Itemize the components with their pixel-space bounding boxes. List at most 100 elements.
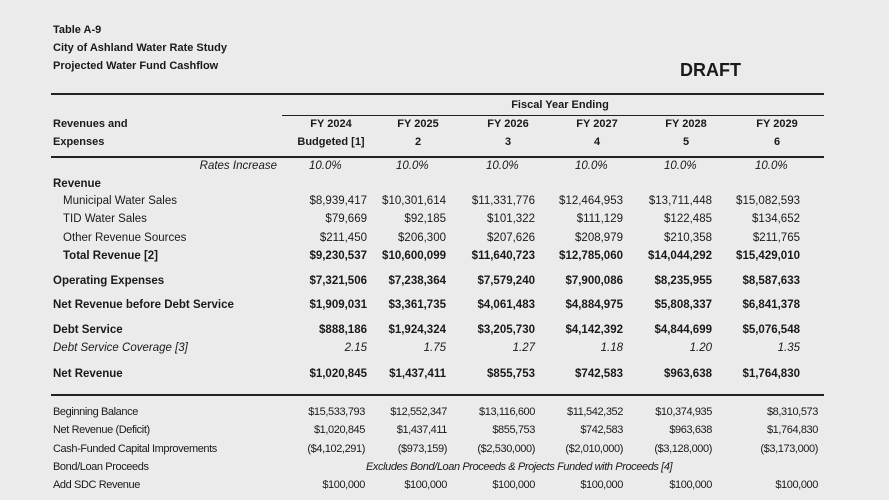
rates-increase-value: 10.0% xyxy=(396,160,429,172)
column-header-sub: 3 xyxy=(504,136,512,148)
table-cell: $742,583 xyxy=(580,424,623,436)
table-cell: $11,640,723 xyxy=(471,250,535,262)
row-label: Other Revenue Sources xyxy=(63,232,187,244)
table-cell: ($3,173,000) xyxy=(760,443,818,455)
table-cell: $3,205,730 xyxy=(477,324,535,336)
table-cell: $100,000 xyxy=(580,479,623,491)
table-cell: $8,587,633 xyxy=(742,275,800,287)
table-cell: 1.18 xyxy=(600,342,623,354)
table-cell: $11,331,776 xyxy=(471,195,535,207)
table-cell: $11,542,352 xyxy=(567,406,623,418)
row-label: Municipal Water Sales xyxy=(63,195,177,207)
table-cell: $12,464,953 xyxy=(559,195,623,207)
table-cell: $122,485 xyxy=(664,213,712,225)
row-label: TID Water Sales xyxy=(63,213,147,225)
row-label: Rates Increase xyxy=(199,160,277,172)
table-cell: 1.27 xyxy=(512,342,535,354)
table-cell: $5,808,337 xyxy=(654,299,712,311)
table-cell: $1,909,031 xyxy=(309,299,367,311)
table-cell: $1,924,324 xyxy=(388,324,446,336)
table-cell: $15,429,010 xyxy=(736,250,800,262)
table-cell: ($4,102,291) xyxy=(307,443,365,455)
table-cell: $14,044,292 xyxy=(648,250,712,262)
row-label: Debt Service Coverage [3] xyxy=(53,342,188,354)
table-cell: $8,235,955 xyxy=(654,275,712,287)
rates-increase-value: 10.0% xyxy=(486,160,519,172)
table-cell: $1,437,411 xyxy=(396,424,448,436)
table-cell: ($2,530,000) xyxy=(477,443,535,455)
table-cell: $1,764,830 xyxy=(742,368,800,380)
top-rule xyxy=(51,93,824,95)
column-header-year: FY 2027 xyxy=(576,118,618,130)
table-cell: $7,900,086 xyxy=(565,275,623,287)
column-header-year: FY 2024 xyxy=(310,118,352,130)
rates-increase-value: 10.0% xyxy=(575,160,608,172)
table-cell: $100,000 xyxy=(775,479,818,491)
table-cell: $7,579,240 xyxy=(477,275,535,287)
table-cell: $100,000 xyxy=(322,479,365,491)
section-rule xyxy=(51,394,824,396)
row-label: Net Revenue (Deficit) xyxy=(53,424,150,436)
table-cell: 2.15 xyxy=(344,342,367,354)
table-cell: $888,186 xyxy=(319,324,367,336)
column-header-year: FY 2028 xyxy=(665,118,707,130)
table-cell: $100,000 xyxy=(404,479,447,491)
row-label-header-2: Expenses xyxy=(53,136,105,148)
table-cell: 1.35 xyxy=(777,342,800,354)
table-cell: $1,437,411 xyxy=(389,368,446,380)
row-label: Add SDC Revenue xyxy=(53,479,140,491)
column-header-sub: 6 xyxy=(773,136,781,148)
table-cell: $963,638 xyxy=(669,424,712,436)
table-cell: $12,785,060 xyxy=(559,250,623,262)
table-cell: 1.20 xyxy=(689,342,712,354)
table-cell: ($3,128,000) xyxy=(654,443,712,455)
rates-increase-value: 10.0% xyxy=(664,160,697,172)
rates-increase-value: 10.0% xyxy=(755,160,788,172)
column-header-year: FY 2029 xyxy=(756,118,798,130)
column-header-sub: 5 xyxy=(682,136,690,148)
table-cell: $7,238,364 xyxy=(388,275,446,287)
table-cell: ($973,159) xyxy=(397,443,448,455)
table-cell: $10,374,935 xyxy=(655,406,712,418)
table-cell: $206,300 xyxy=(398,232,446,244)
table-cell: $8,939,417 xyxy=(309,195,367,207)
row-label: Revenue xyxy=(53,178,101,190)
table-cell: $4,061,483 xyxy=(477,299,535,311)
row-label-header-1: Revenues and xyxy=(53,118,128,130)
row-label: Net Revenue before Debt Service xyxy=(53,299,234,311)
column-header-sub: 2 xyxy=(414,136,422,148)
row-label: Total Revenue [2] xyxy=(63,250,158,262)
table-cell: $101,322 xyxy=(487,213,535,225)
table-cell: $79,669 xyxy=(325,213,367,225)
column-header-sub: 4 xyxy=(593,136,601,148)
table-cell: $100,000 xyxy=(492,479,535,491)
table-number: Table A-9 xyxy=(53,24,102,36)
column-header-year: FY 2026 xyxy=(487,118,529,130)
table-cell: $4,142,392 xyxy=(565,324,623,336)
table-cell: $134,652 xyxy=(752,213,800,225)
table-cell: $15,533,793 xyxy=(308,406,365,418)
table-cell: $1,020,845 xyxy=(309,368,367,380)
table-cell: $211,450 xyxy=(319,232,367,244)
table-cell: 1.75 xyxy=(423,342,446,354)
table-cell: $13,711,448 xyxy=(648,195,712,207)
table-cell: $855,753 xyxy=(492,424,535,436)
table-cell: ($2,010,000) xyxy=(565,443,623,455)
row-label: Cash-Funded Capital Improvements xyxy=(53,443,217,455)
header-group-rule xyxy=(282,115,824,116)
table-cell: $92,185 xyxy=(404,213,446,225)
table-cell: $100,000 xyxy=(669,479,712,491)
row-label: Operating Expenses xyxy=(53,275,165,287)
fiscal-year-group-label: Fiscal Year Ending xyxy=(511,99,609,111)
table-cell: $4,844,699 xyxy=(654,324,712,336)
table-cell: $3,361,735 xyxy=(388,299,446,311)
table-cell: $207,626 xyxy=(487,232,535,244)
row-label: Beginning Balance xyxy=(53,406,138,418)
table-cell: $1,020,845 xyxy=(313,424,365,436)
table-cell: $6,841,378 xyxy=(742,299,800,311)
rates-increase-value: 10.0% xyxy=(309,160,342,172)
table-cell: $12,552,347 xyxy=(390,406,447,418)
table-title: Projected Water Fund Cashflow xyxy=(53,60,219,72)
row-label: Net Revenue xyxy=(53,368,123,380)
report-title: City of Ashland Water Rate Study xyxy=(53,42,227,54)
